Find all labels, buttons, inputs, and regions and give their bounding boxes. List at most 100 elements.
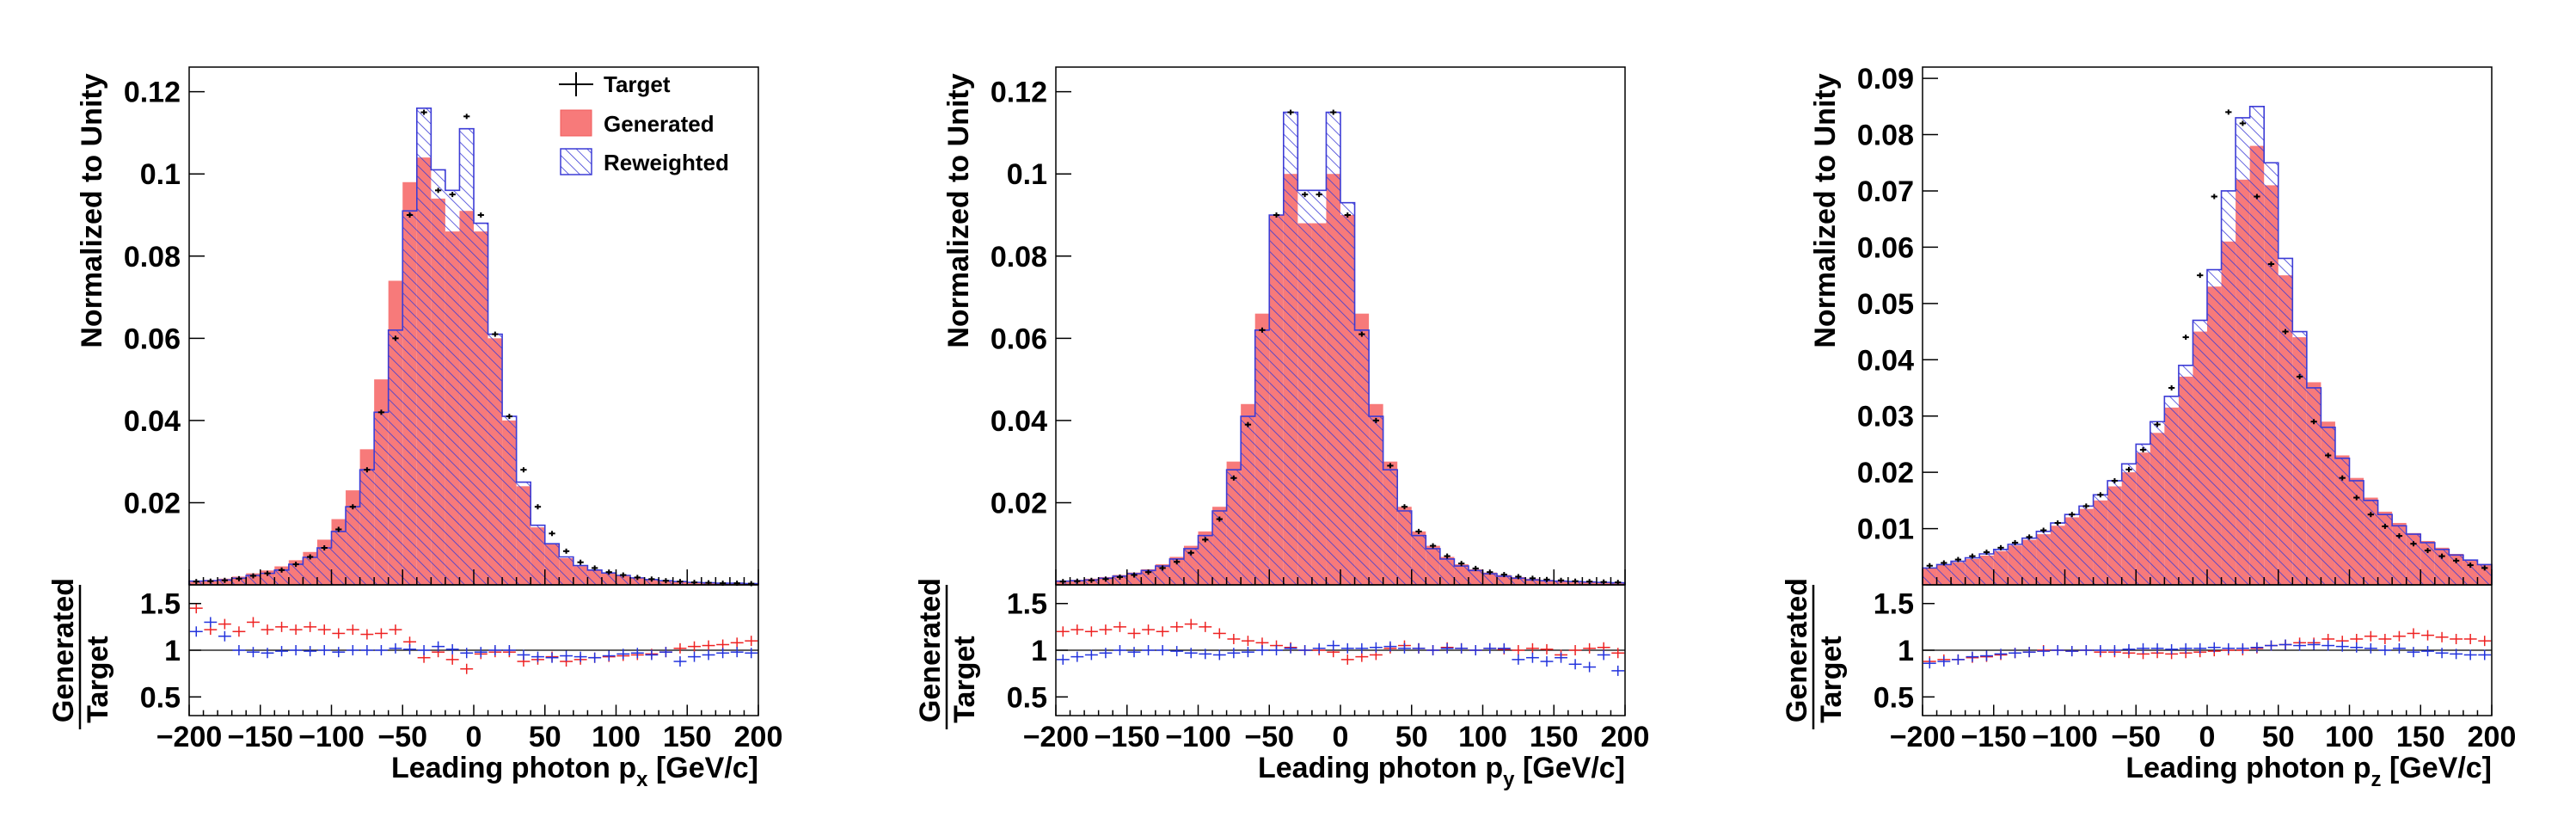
reweighted-bar bbox=[616, 575, 631, 585]
reweighted-bar bbox=[2093, 495, 2108, 585]
ratio-y-tick-label: 0.5 bbox=[1007, 681, 1047, 714]
ratio-y-title-numerator: Generated bbox=[47, 578, 80, 722]
reweighted-bar bbox=[2334, 458, 2350, 585]
y-tick-label: 0.01 bbox=[1857, 513, 1914, 546]
reweighted-bar bbox=[1426, 548, 1440, 585]
reweighted-bar bbox=[1554, 581, 1568, 585]
y-tick-label: 0.02 bbox=[124, 487, 181, 519]
legend-label-target: Target bbox=[604, 71, 671, 97]
legend-entry-target: Target bbox=[559, 71, 671, 97]
reweighted-bar bbox=[502, 416, 517, 585]
reweighted-bar bbox=[2377, 514, 2393, 585]
y-tick-label: 0.05 bbox=[1857, 288, 1914, 321]
reweighted-bar bbox=[1283, 112, 1298, 586]
x-tick-label: 0 bbox=[466, 721, 482, 753]
reweighted-bar bbox=[1979, 554, 1994, 585]
reweighted-bar bbox=[2221, 190, 2236, 585]
x-tick-label: −100 bbox=[298, 721, 365, 753]
reweighted-bar bbox=[1126, 574, 1142, 585]
y-tick-label: 0.09 bbox=[1857, 63, 1914, 95]
reweighted-bar bbox=[644, 579, 659, 585]
reweighted-bar bbox=[2150, 421, 2165, 585]
reweighted-bar bbox=[2463, 560, 2478, 585]
y-tick-label: 0.02 bbox=[991, 487, 1047, 519]
reweighted-bar bbox=[1923, 568, 1937, 585]
y-tick-label: 0.04 bbox=[124, 405, 181, 438]
ratio-y-title-numerator: Generated bbox=[914, 578, 947, 722]
reweighted-bar bbox=[2477, 564, 2492, 585]
reweighted-bar bbox=[316, 548, 332, 585]
reweighted-bar bbox=[2064, 514, 2080, 585]
x-axis-title: Leading photon py [GeV/c] bbox=[1258, 752, 1625, 791]
reweighted-bar bbox=[2236, 117, 2250, 586]
reweighted-bar bbox=[1141, 570, 1156, 585]
x-tick-label: 150 bbox=[663, 721, 712, 753]
y-tick-label: 0.06 bbox=[124, 323, 181, 355]
reweighted-bar bbox=[1965, 557, 1980, 585]
x-tick-label: 200 bbox=[734, 721, 783, 753]
reweighted-bar bbox=[1113, 575, 1127, 585]
reweighted-bar bbox=[2121, 464, 2137, 585]
reweighted-bar bbox=[587, 569, 602, 585]
reweighted-bar bbox=[2136, 444, 2150, 585]
reweighted-bar bbox=[374, 412, 389, 585]
x-tick-label: −50 bbox=[377, 721, 427, 753]
reweighted-bar bbox=[2292, 331, 2307, 585]
y-tick-label: 0.03 bbox=[1857, 401, 1914, 433]
chart-panel-2: −200 −150 −100 −50 0 50 100 150 200 0.02 0.04 0.06 0… bbox=[914, 66, 1649, 791]
reweighted-bar bbox=[359, 470, 375, 585]
reweighted-bar bbox=[331, 531, 347, 585]
target-points bbox=[1059, 109, 1622, 586]
reweighted-bar bbox=[1297, 190, 1312, 586]
reweighted-bar bbox=[288, 564, 304, 585]
y-tick-label: 0.06 bbox=[1857, 231, 1914, 264]
ratio-y-tick-label: 1.5 bbox=[1007, 588, 1047, 621]
reweighted-bar bbox=[2434, 549, 2450, 585]
reweighted-bar bbox=[2050, 523, 2065, 585]
reweighted-bar bbox=[2107, 480, 2122, 585]
ratio-y-tick-label: 1 bbox=[1898, 635, 1914, 667]
ratio-y-tick-label: 1.5 bbox=[140, 588, 181, 621]
chart-panel-1: −200 −150 −100 −50 0 50 100 150 200 0.02 0.04 0.06 0… bbox=[47, 66, 783, 791]
reweighted-histogram bbox=[188, 107, 759, 586]
reweighted-histogram bbox=[1055, 111, 1626, 586]
x-tick-label: −150 bbox=[227, 721, 293, 753]
reweighted-bar bbox=[474, 223, 488, 585]
y-tick-label: 0.08 bbox=[1857, 120, 1914, 152]
y-tick-label: 0.04 bbox=[991, 405, 1047, 438]
ratio-y-title-denominator: Target bbox=[82, 636, 114, 722]
legend-label-reweighted: Reweighted bbox=[604, 150, 729, 175]
reweighted-bar bbox=[544, 544, 560, 585]
reweighted-bar bbox=[1383, 470, 1398, 585]
x-tick-label: 50 bbox=[2262, 721, 2295, 753]
reweighted-bar bbox=[2164, 396, 2179, 585]
reweighted-bar bbox=[1511, 578, 1526, 585]
x-tick-label: −200 bbox=[1890, 721, 1956, 753]
target-points bbox=[193, 109, 755, 587]
legend-label-generated: Generated bbox=[604, 111, 715, 137]
reweighted-bar bbox=[346, 507, 360, 585]
reweighted-bar bbox=[630, 577, 645, 585]
reweighted-bar bbox=[2420, 542, 2435, 585]
reweighted-bar bbox=[2207, 269, 2222, 585]
x-tick-label: 200 bbox=[2468, 721, 2517, 753]
reweighted-bar bbox=[1155, 566, 1170, 585]
reweighted-bar bbox=[416, 108, 432, 586]
reweighted-bar bbox=[1439, 558, 1455, 585]
reweighted-outline bbox=[1055, 111, 1626, 585]
reweighted-bar bbox=[1936, 564, 1952, 585]
reweighted-bar bbox=[459, 128, 474, 585]
reweighted-bar bbox=[2178, 365, 2193, 585]
x-tick-label: 0 bbox=[1333, 721, 1349, 753]
ratio-y-tick-label: 1.5 bbox=[1874, 588, 1914, 621]
reweighted-bar bbox=[1241, 416, 1255, 585]
reweighted-bar bbox=[1311, 190, 1327, 586]
reweighted-bar bbox=[2021, 538, 2037, 585]
reweighted-bar bbox=[2321, 427, 2335, 585]
reweighted-bar bbox=[2249, 106, 2265, 586]
x-tick-label: −50 bbox=[1244, 721, 1294, 753]
y-tick-label: 0.06 bbox=[991, 323, 1047, 355]
reweighted-bar bbox=[2278, 258, 2293, 585]
reweighted-bar bbox=[1354, 329, 1370, 585]
x-tick-label: −200 bbox=[156, 721, 223, 753]
